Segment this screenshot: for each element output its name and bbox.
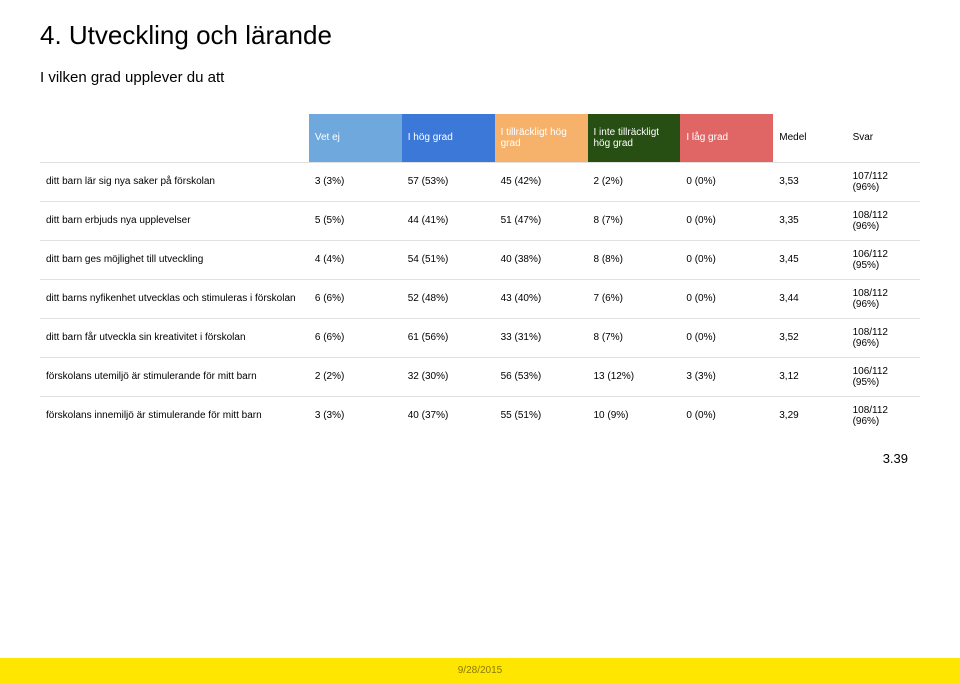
- cell-inte: 8 (7%): [588, 318, 681, 357]
- col-inte: I inte tillräckligt hög grad: [588, 114, 681, 162]
- cell-lag: 0 (0%): [680, 279, 773, 318]
- col-medel: Medel: [773, 114, 846, 162]
- col-hog: I hög grad: [402, 114, 495, 162]
- cell-hog: 32 (30%): [402, 357, 495, 396]
- cell-medel: 3,52: [773, 318, 846, 357]
- row-label: ditt barn ges möjlighet till utveckling: [40, 240, 309, 279]
- cell-till: 51 (47%): [495, 201, 588, 240]
- cell-medel: 3,53: [773, 162, 846, 201]
- cell-svar: 108/112 (96%): [847, 201, 920, 240]
- cell-hog: 61 (56%): [402, 318, 495, 357]
- cell-medel: 3,35: [773, 201, 846, 240]
- cell-svar: 106/112 (95%): [847, 357, 920, 396]
- cell-medel: 3,29: [773, 396, 846, 435]
- page-subtitle: I vilken grad upplever du att: [40, 69, 920, 86]
- table-row: ditt barn ges möjlighet till utveckling …: [40, 240, 920, 279]
- cell-lag: 0 (0%): [680, 201, 773, 240]
- cell-inte: 2 (2%): [588, 162, 681, 201]
- cell-lag: 0 (0%): [680, 162, 773, 201]
- cell-lag: 0 (0%): [680, 318, 773, 357]
- table-row: förskolans innemiljö är stimulerande för…: [40, 396, 920, 435]
- col-vetej: Vet ej: [309, 114, 402, 162]
- page-title: 4. Utveckling och lärande: [40, 20, 920, 51]
- footer-bar: 9/28/2015: [0, 658, 960, 684]
- cell-vetej: 3 (3%): [309, 162, 402, 201]
- cell-svar: 106/112 (95%): [847, 240, 920, 279]
- cell-hog: 40 (37%): [402, 396, 495, 435]
- cell-lag: 3 (3%): [680, 357, 773, 396]
- row-label: ditt barn erbjuds nya upplevelser: [40, 201, 309, 240]
- cell-svar: 108/112 (96%): [847, 396, 920, 435]
- cell-inte: 8 (8%): [588, 240, 681, 279]
- data-table: Vet ej I hög grad I tillräckligt hög gra…: [40, 114, 920, 435]
- cell-till: 33 (31%): [495, 318, 588, 357]
- cell-medel: 3,44: [773, 279, 846, 318]
- table-row: ditt barn lär sig nya saker på förskolan…: [40, 162, 920, 201]
- cell-hog: 52 (48%): [402, 279, 495, 318]
- col-rowlabel: [40, 114, 309, 162]
- col-svar: Svar: [847, 114, 920, 162]
- row-label: förskolans innemiljö är stimulerande för…: [40, 396, 309, 435]
- cell-inte: 8 (7%): [588, 201, 681, 240]
- summary-value: 3.39: [40, 435, 920, 474]
- cell-svar: 108/112 (96%): [847, 318, 920, 357]
- cell-hog: 44 (41%): [402, 201, 495, 240]
- cell-vetej: 3 (3%): [309, 396, 402, 435]
- cell-till: 43 (40%): [495, 279, 588, 318]
- cell-medel: 3,45: [773, 240, 846, 279]
- cell-inte: 7 (6%): [588, 279, 681, 318]
- cell-vetej: 5 (5%): [309, 201, 402, 240]
- row-label: ditt barns nyfikenhet utvecklas och stim…: [40, 279, 309, 318]
- col-till: I tillräckligt hög grad: [495, 114, 588, 162]
- cell-till: 55 (51%): [495, 396, 588, 435]
- cell-inte: 13 (12%): [588, 357, 681, 396]
- table-row: ditt barns nyfikenhet utvecklas och stim…: [40, 279, 920, 318]
- row-label: ditt barn får utveckla sin kreativitet i…: [40, 318, 309, 357]
- table-row: ditt barn erbjuds nya upplevelser 5 (5%)…: [40, 201, 920, 240]
- cell-till: 40 (38%): [495, 240, 588, 279]
- row-label: ditt barn lär sig nya saker på förskolan: [40, 162, 309, 201]
- cell-vetej: 2 (2%): [309, 357, 402, 396]
- cell-inte: 10 (9%): [588, 396, 681, 435]
- table-row: förskolans utemiljö är stimulerande för …: [40, 357, 920, 396]
- cell-till: 45 (42%): [495, 162, 588, 201]
- table-row: ditt barn får utveckla sin kreativitet i…: [40, 318, 920, 357]
- cell-lag: 0 (0%): [680, 396, 773, 435]
- row-label: förskolans utemiljö är stimulerande för …: [40, 357, 309, 396]
- cell-medel: 3,12: [773, 357, 846, 396]
- cell-hog: 57 (53%): [402, 162, 495, 201]
- cell-hog: 54 (51%): [402, 240, 495, 279]
- cell-till: 56 (53%): [495, 357, 588, 396]
- cell-vetej: 6 (6%): [309, 318, 402, 357]
- cell-vetej: 6 (6%): [309, 279, 402, 318]
- cell-lag: 0 (0%): [680, 240, 773, 279]
- cell-svar: 108/112 (96%): [847, 279, 920, 318]
- cell-svar: 107/112 (96%): [847, 162, 920, 201]
- cell-vetej: 4 (4%): [309, 240, 402, 279]
- col-lag: I låg grad: [680, 114, 773, 162]
